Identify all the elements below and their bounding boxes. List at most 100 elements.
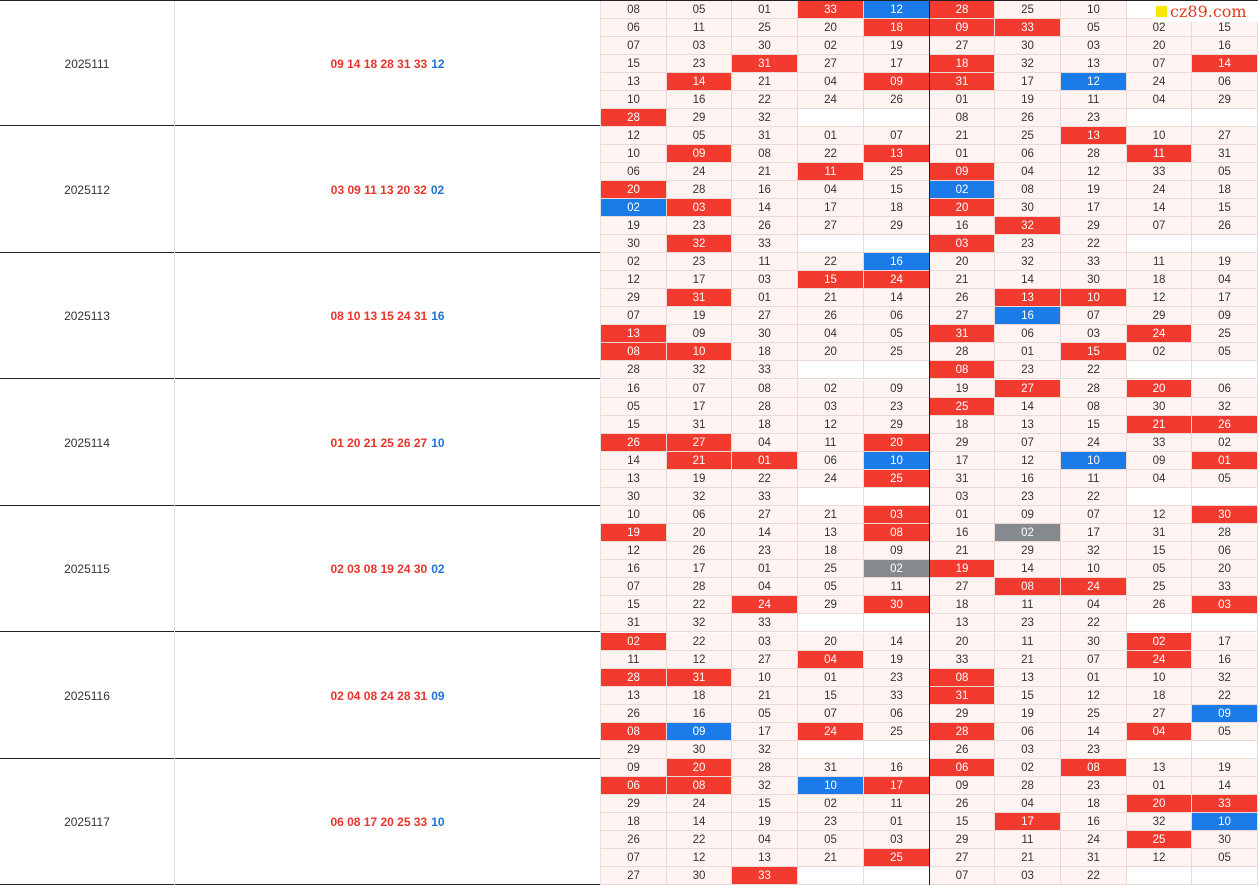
grid-cell: 20	[930, 199, 995, 217]
grid-cell: 23	[995, 614, 1061, 632]
logo-text: cz89.com	[1170, 2, 1247, 21]
grid-cell: 23	[995, 488, 1061, 506]
grid-cell: 32	[667, 488, 732, 506]
grid-cell: 07	[1127, 55, 1192, 73]
grid-cell: 25	[1192, 325, 1258, 343]
grid-cell: 06	[864, 307, 930, 325]
grid-cell: 03	[798, 398, 864, 416]
grid-cell: 21	[930, 542, 995, 560]
grid-cell: 08	[732, 145, 798, 163]
grid-cell: 19	[930, 380, 995, 398]
grid-cell: 28	[1061, 380, 1127, 398]
grid-cell: 17	[667, 398, 732, 416]
draw-numbers: 08 10 13 15 24 31 16	[175, 253, 601, 379]
grid-cell	[1127, 361, 1192, 379]
grid-cell: 12	[864, 1, 930, 19]
grid-cell: 23	[1061, 741, 1127, 759]
grid-cell	[1192, 235, 1258, 253]
draw-row: 2025116 02 04 08 24 28 31 09 02 22 03 20 14 11 12…	[0, 633, 1258, 759]
grid-cell: 24	[667, 795, 732, 813]
grid-cell: 04	[798, 325, 864, 343]
grid-cell: 33	[1127, 434, 1192, 452]
grid-cell: 10	[601, 145, 667, 163]
grid-cell: 26	[930, 741, 995, 759]
grid-cell: 26	[930, 795, 995, 813]
grid-cell: 33	[995, 19, 1061, 37]
grid-cell: 23	[995, 235, 1061, 253]
grid-cell: 02	[1127, 633, 1192, 651]
grid-cell: 12	[1127, 849, 1192, 867]
draw-numbers: 02 04 08 24 28 31 09	[175, 633, 601, 759]
grid-cell: 19	[995, 705, 1061, 723]
grid-cell: 12	[1061, 163, 1127, 181]
grid-cell: 22	[1061, 361, 1127, 379]
grid-cell: 11	[732, 253, 798, 271]
grid-cell	[1127, 614, 1192, 632]
grid-cell: 20	[1127, 37, 1192, 55]
grid-cell	[1127, 235, 1192, 253]
grid-cell: 06	[601, 163, 667, 181]
grid-cell: 07	[667, 380, 732, 398]
blue-ball: 16	[431, 309, 445, 323]
grid-cell: 30	[667, 741, 732, 759]
grid-cell	[798, 614, 864, 632]
grid-cell: 02	[798, 795, 864, 813]
grid-cell: 05	[732, 705, 798, 723]
grid-cell: 11	[1061, 91, 1127, 109]
grid-cell: 28	[667, 578, 732, 596]
grid-cell: 03	[732, 271, 798, 289]
grid-cell: 26	[667, 542, 732, 560]
grid-cell: 21	[995, 651, 1061, 669]
grid-cell: 31	[930, 325, 995, 343]
grid-cell: 18	[864, 199, 930, 217]
grid-cell: 29	[864, 217, 930, 235]
grid-cell: 10	[601, 506, 667, 524]
grid-cell: 14	[1192, 55, 1258, 73]
grid-cell: 21	[930, 271, 995, 289]
grid-cell: 31	[1061, 849, 1127, 867]
grid-cell: 02	[1192, 434, 1258, 452]
draw-row: 2025111 09 14 18 28 31 33 12 08 05 01 33 12 06 11…	[0, 0, 1258, 127]
grid-cell: 05	[1192, 163, 1258, 181]
grid-cell	[864, 867, 930, 885]
grid-cell: 04	[732, 434, 798, 452]
grid-cell: 18	[667, 687, 732, 705]
grid-cell	[1127, 488, 1192, 506]
grid-cell: 20	[601, 181, 667, 199]
grid-cell: 31	[798, 759, 864, 777]
grid-cell	[864, 361, 930, 379]
grid-cell: 28	[930, 1, 995, 19]
grid-cell: 28	[930, 723, 995, 741]
grid-cell: 09	[864, 73, 930, 91]
red-balls: 02 04 08 24 28 31	[330, 689, 428, 703]
grid-cell: 15	[732, 795, 798, 813]
grid-cell: 10	[1061, 289, 1127, 307]
grid-cell: 18	[1061, 795, 1127, 813]
grid-cell: 13	[995, 289, 1061, 307]
grid-cell: 33	[732, 488, 798, 506]
grid-cell: 31	[1127, 524, 1192, 542]
blue-ball: 09	[431, 689, 445, 703]
grid-cell: 04	[1061, 596, 1127, 614]
grid-cell: 19	[1192, 253, 1258, 271]
grid-cell: 09	[995, 506, 1061, 524]
grid-cell	[864, 488, 930, 506]
grid-cell: 29	[667, 109, 732, 127]
grid-cell: 01	[930, 506, 995, 524]
grid-cell: 17	[798, 199, 864, 217]
grid-cell: 30	[732, 37, 798, 55]
grid-cell: 03	[732, 633, 798, 651]
grid-cell: 25	[864, 470, 930, 488]
grid-cell	[1192, 867, 1258, 885]
grid-cell: 30	[1192, 506, 1258, 524]
grid-cell: 24	[1061, 831, 1127, 849]
grid-cell: 11	[601, 651, 667, 669]
number-grid: 09 20 28 31 16 06 08 32 10 17 29 24 15 02 11 18 14 19 23 01…	[601, 759, 1258, 885]
grid-cell: 27	[930, 307, 995, 325]
grid-cell: 28	[732, 759, 798, 777]
grid-cell: 15	[864, 181, 930, 199]
grid-cell: 24	[1127, 73, 1192, 91]
grid-cell: 09	[667, 325, 732, 343]
grid-cell: 07	[601, 578, 667, 596]
grid-cell: 14	[1192, 777, 1258, 795]
